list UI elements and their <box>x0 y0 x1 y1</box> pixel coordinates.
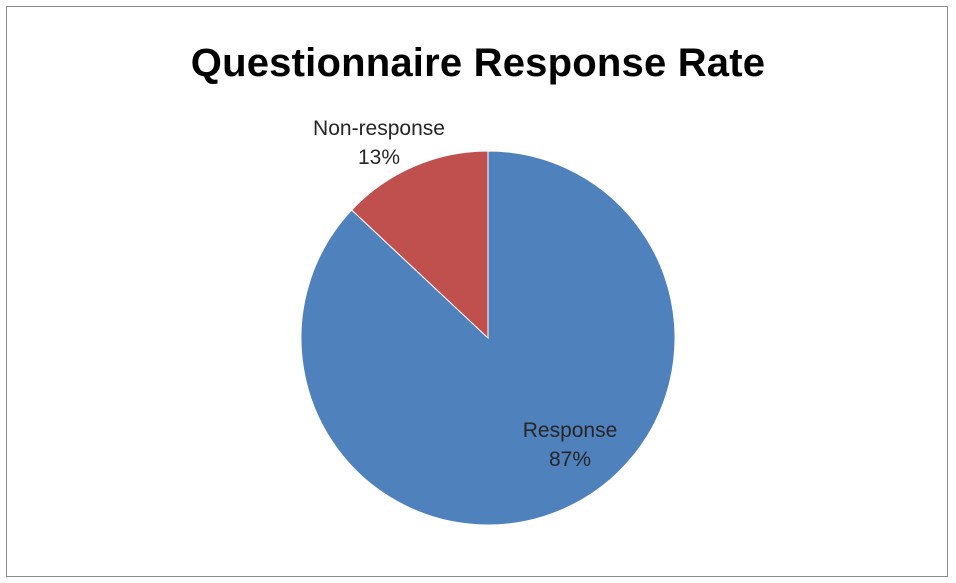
slice-category-label: Response <box>523 419 618 442</box>
slice-percent-label: 13% <box>358 146 400 169</box>
pie-labels: Response 87% Non-response 13% <box>313 117 617 471</box>
pie-slice-non-response <box>350 150 489 340</box>
slice-category-label: Non-response <box>313 117 445 140</box>
slice-percent-label: 87% <box>549 448 591 471</box>
chart-title: Questionnaire Response Rate <box>190 41 766 85</box>
pie-chart: Response 87% Non-response 13% <box>300 117 676 526</box>
pie-slices <box>300 150 676 526</box>
chart-area: Questionnaire Response Rate Response 87% N… <box>6 6 948 577</box>
